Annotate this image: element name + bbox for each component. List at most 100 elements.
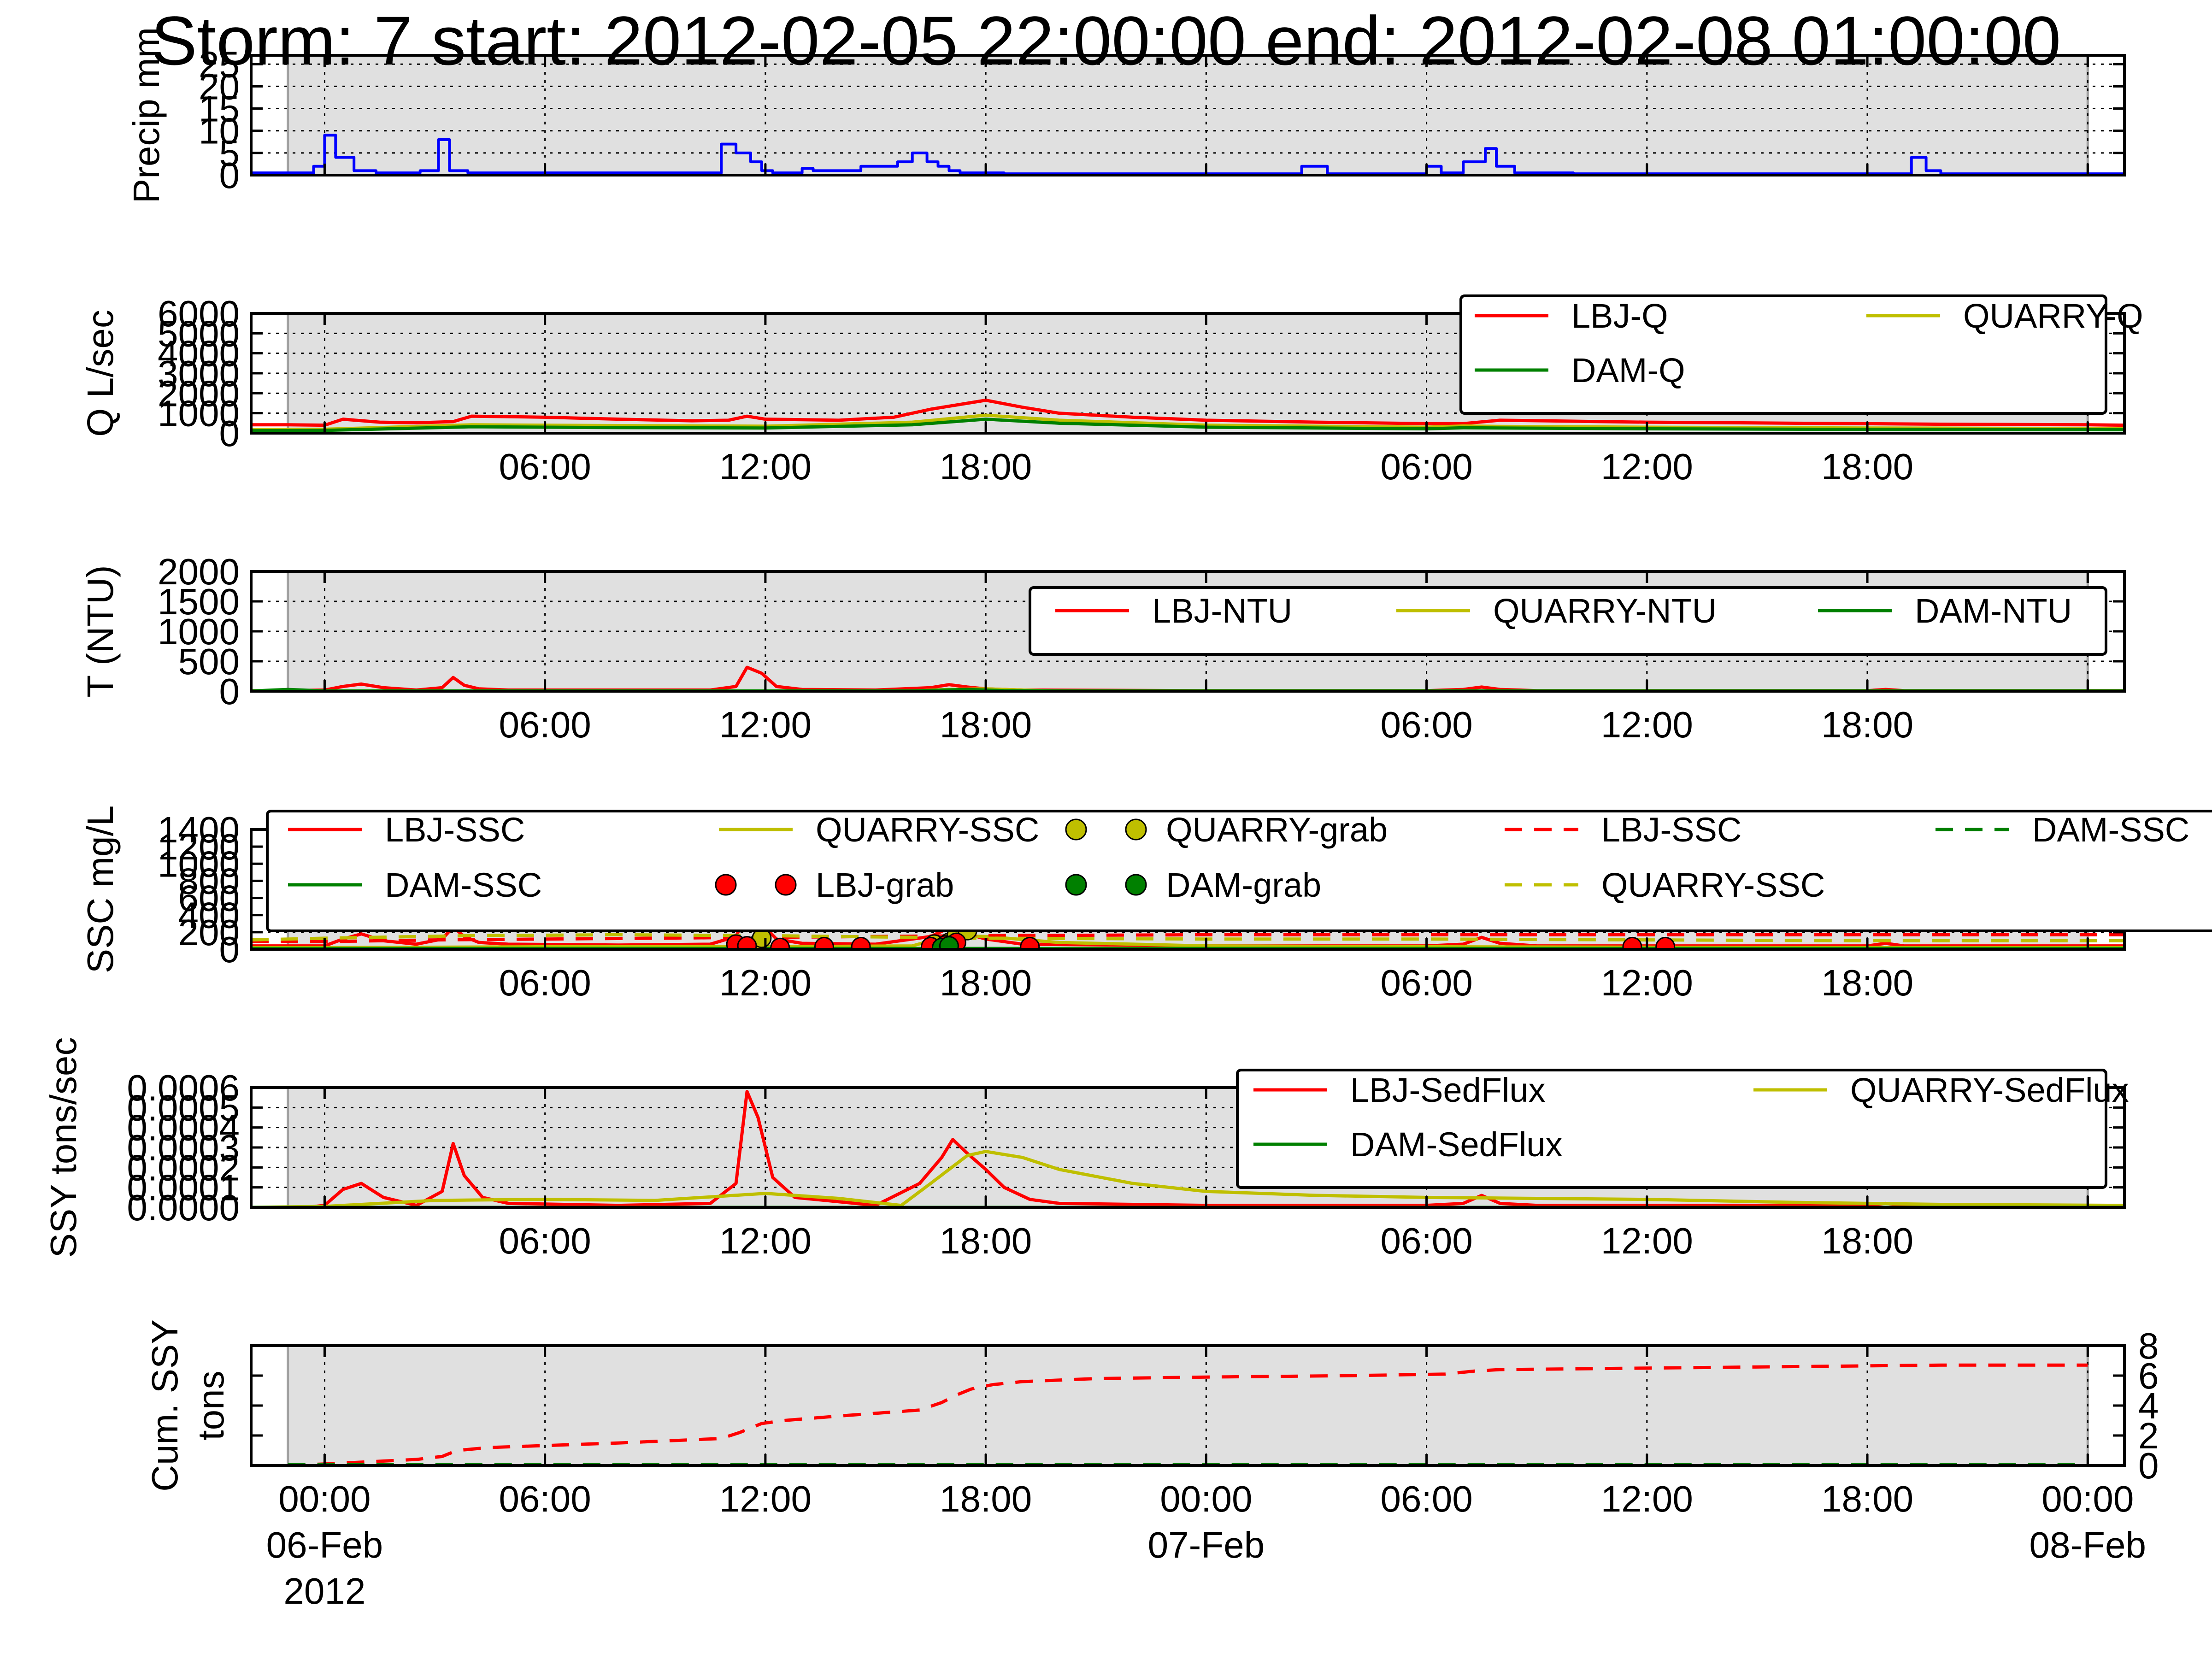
legend-label: DAM-Q: [1571, 351, 1685, 389]
x-tick-label: 18:00: [1821, 1220, 1913, 1261]
legend-label: QUARRY-grab: [1166, 811, 1388, 849]
y-axis-label: Cum. SSY tons: [144, 1319, 231, 1491]
legend-label: DAM-NTU: [1915, 592, 2072, 630]
y-tick-label: 4000: [158, 333, 240, 374]
series-dam-q: [251, 418, 2124, 433]
y-axis-label: T (NTU): [80, 565, 121, 697]
y-tick-label: 0.0000: [127, 1187, 240, 1228]
y-tick-label: 200: [178, 912, 240, 953]
x-tick-label: 12:00: [719, 446, 812, 487]
legend-box: [266, 810, 2212, 932]
y-tick-label: 0: [219, 155, 240, 196]
point-lbj-grab: [851, 936, 871, 949]
x-tick-label: 12:00: [719, 1220, 812, 1261]
point-lbj-grab: [1020, 936, 1040, 949]
x-tick-label: 12:00: [719, 704, 812, 745]
legend: LBJ-Q QUARRY-Q DAM-Q: [1459, 294, 2143, 415]
y-tick-label: 0: [2138, 1445, 2159, 1486]
x-date-label: 06-Feb: [266, 1524, 383, 1565]
point-lbj-grab: [1655, 936, 1676, 949]
x-tick-label: 12:00: [719, 962, 812, 1003]
y-tick-label: 1400: [158, 809, 240, 850]
y-tick-label: 15: [199, 88, 240, 129]
y-tick-label: 10: [199, 111, 240, 152]
y-tick-label: 8: [2138, 1325, 2159, 1366]
y-axis-label: Q L/sec: [80, 310, 121, 437]
point-lbj-grab: [770, 937, 790, 949]
series-group: [251, 134, 2124, 175]
legend-marker: [775, 874, 797, 896]
axes-frame: [250, 54, 2126, 176]
y-tick-label: 2000: [158, 373, 240, 414]
y-tick-label: 5: [219, 133, 240, 174]
x-tick-label: 00:00: [1160, 1478, 1252, 1519]
y-tick-label: 0.0003: [127, 1127, 240, 1168]
legend-label: LBJ-SedFlux: [1350, 1071, 1546, 1109]
storm-window-shade: [288, 55, 2088, 175]
x-tick-label: 06:00: [499, 1220, 591, 1261]
x-tick-label: 18:00: [1821, 962, 1913, 1003]
legend-label: QUARRY-SSC: [1601, 866, 1825, 904]
x-tick-label: 18:00: [940, 1220, 1032, 1261]
panel-turbidity: 06:00 12:00 18:00 06:00 12:00 18:00 0500100015…: [80, 551, 2126, 745]
panel-sedflux: 06:00 12:00 18:00 06:00 12:00 18:000.00000.00…: [43, 1037, 2129, 1261]
legend-box: [1459, 294, 2107, 415]
x-tick-label: 18:00: [940, 962, 1032, 1003]
storm-window-shade: [288, 1346, 2088, 1465]
y-tick-label: 800: [178, 860, 240, 901]
y-tick-label: 1000: [158, 611, 240, 652]
x-date-label: 08-Feb: [2030, 1524, 2146, 1565]
y-tick-label: 4: [2138, 1385, 2159, 1426]
legend-marker: [1125, 874, 1147, 896]
y-tick-label: 400: [178, 895, 240, 936]
y-tick-label: 0: [219, 413, 240, 454]
y-tick-label: 5000: [158, 313, 240, 354]
legend-label: DAM-grab: [1166, 866, 1321, 904]
y-axis-label: Precip mm: [126, 27, 167, 203]
x-tick-label: 00:00: [2041, 1478, 2134, 1519]
x-tick-label: 18:00: [1821, 446, 1913, 487]
panel-cumulative: 00:00 06:00 12:00 18:00 00:00 06:00 12:00 18:00…: [144, 1319, 2159, 1612]
x-tick-label: 12:00: [1601, 446, 1693, 487]
legend-label: QUARRY-NTU: [1493, 592, 1717, 630]
y-tick-label: 0.0002: [127, 1147, 240, 1188]
y-axis-label: SSC mg/L: [80, 806, 121, 974]
y-tick-label: 6: [2138, 1355, 2159, 1396]
x-tick-label: 06:00: [499, 704, 591, 745]
y-tick-label: 500: [178, 641, 240, 682]
panel-discharge: 06:00 12:00 18:00 06:00 12:00 18:00 0100020003…: [80, 293, 2143, 487]
panel-ssc: 06:00 12:00 18:00 06:00 12:00 18:00 0200400600…: [80, 806, 2212, 1003]
x-tick-label: 06:00: [1380, 1220, 1472, 1261]
legend: LBJ-SSC QUARRY-SSC DAM-SSC LBJ-grab DAM-grab…: [266, 810, 2212, 932]
x-date-label: 07-Feb: [1148, 1524, 1265, 1565]
x-tick-label: 06:00: [1380, 962, 1472, 1003]
legend-marker: [1125, 818, 1147, 841]
legend-marker: [1065, 818, 1087, 841]
y-tick-label: 0: [219, 671, 240, 712]
x-tick-label: 18:00: [940, 704, 1032, 745]
x-date-label: 2012: [283, 1571, 365, 1612]
point-lbj-grab: [1622, 936, 1642, 949]
x-tick-label: 12:00: [1601, 1220, 1693, 1261]
y-tick-label: 20: [199, 66, 240, 107]
y-tick-label: 600: [178, 878, 240, 919]
point-lbj-grab: [814, 936, 834, 949]
y-tick-label: 3000: [158, 353, 240, 394]
x-tick-label: 00:00: [278, 1478, 371, 1519]
legend-label: QUARRY-SedFlux: [1850, 1071, 2129, 1109]
legend-label: LBJ-Q: [1571, 297, 1668, 335]
y-tick-label: 0: [219, 929, 240, 970]
point-dam-grab: [939, 936, 959, 949]
y-tick-label: 6000: [158, 293, 240, 334]
series-precip: [251, 134, 2124, 175]
legend: LBJ-SedFlux QUARRY-SedFlux DAM-SedFlux: [1236, 1069, 2129, 1189]
y-tick-label: 1000: [158, 843, 240, 884]
series-lbj-dashed: [288, 1363, 2088, 1465]
legend-label: LBJ-NTU: [1152, 592, 1292, 630]
x-tick-label: 06:00: [1380, 446, 1472, 487]
y-tick-label: 0.0005: [127, 1087, 240, 1128]
y-tick-label: 0.0004: [127, 1107, 240, 1148]
y-tick-label: 2000: [158, 551, 240, 592]
